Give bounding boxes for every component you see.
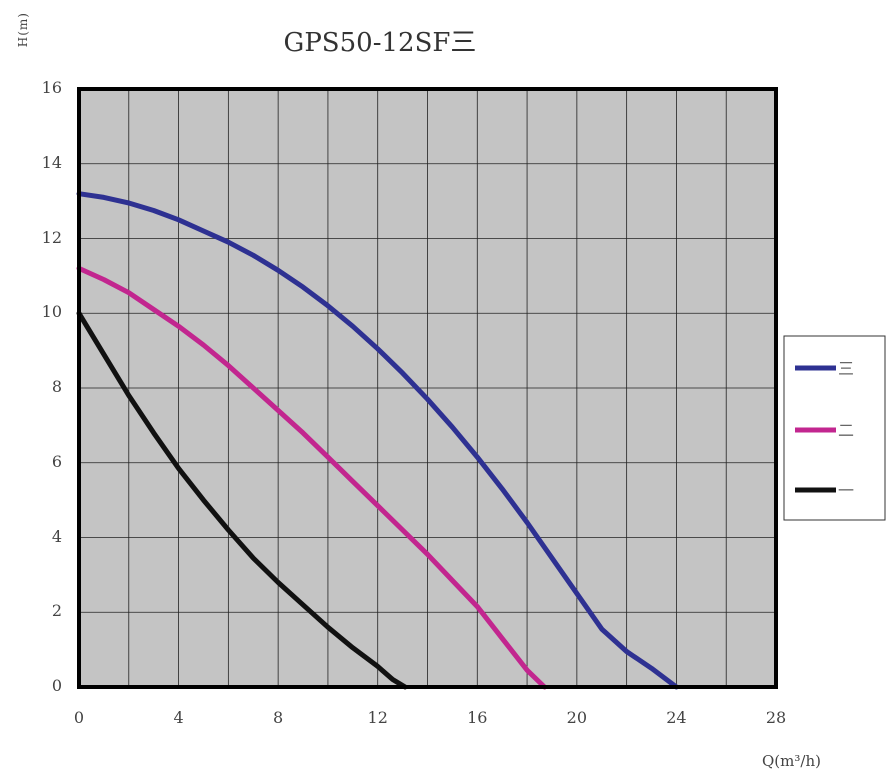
y-tick-label: 4 bbox=[51, 526, 62, 546]
x-tick-label: 28 bbox=[765, 708, 787, 727]
y-axis-label: H(m) bbox=[16, 12, 30, 48]
y-tick-label: 2 bbox=[51, 601, 62, 621]
x-tick-label: 12 bbox=[367, 708, 388, 727]
x-tick-label: 4 bbox=[173, 708, 184, 727]
x-tick-label: 24 bbox=[666, 708, 687, 727]
grid bbox=[79, 89, 776, 687]
chart-title: GPS50-12SF三 bbox=[283, 28, 477, 58]
y-tick-label: 10 bbox=[41, 302, 62, 322]
x-tick-label: 20 bbox=[566, 708, 588, 727]
series-layer bbox=[76, 191, 679, 690]
y-tick-label: 16 bbox=[41, 78, 62, 97]
legend-label-一: 一 bbox=[838, 481, 854, 500]
legend: 三二一 bbox=[783, 335, 886, 521]
series-line-三 bbox=[76, 191, 679, 690]
y-tick-label: 6 bbox=[51, 451, 62, 471]
plot-frame bbox=[77, 87, 778, 689]
series-line-一 bbox=[76, 310, 408, 690]
x-axis-label: Q(m³/h) bbox=[762, 752, 821, 770]
y-tick-label: 0 bbox=[51, 676, 62, 695]
legend-label-三: 三 bbox=[838, 359, 854, 378]
x-tick-label: 0 bbox=[73, 708, 85, 727]
x-tick-label: 16 bbox=[467, 708, 488, 727]
y-tick-label: 14 bbox=[41, 152, 62, 172]
y-tick-label: 8 bbox=[51, 377, 62, 396]
plot-border bbox=[77, 87, 778, 689]
y-tick-label: 12 bbox=[41, 227, 62, 247]
legend-label-二: 二 bbox=[838, 421, 854, 440]
series-line-二 bbox=[76, 265, 547, 690]
x-tick-label: 8 bbox=[273, 708, 284, 727]
